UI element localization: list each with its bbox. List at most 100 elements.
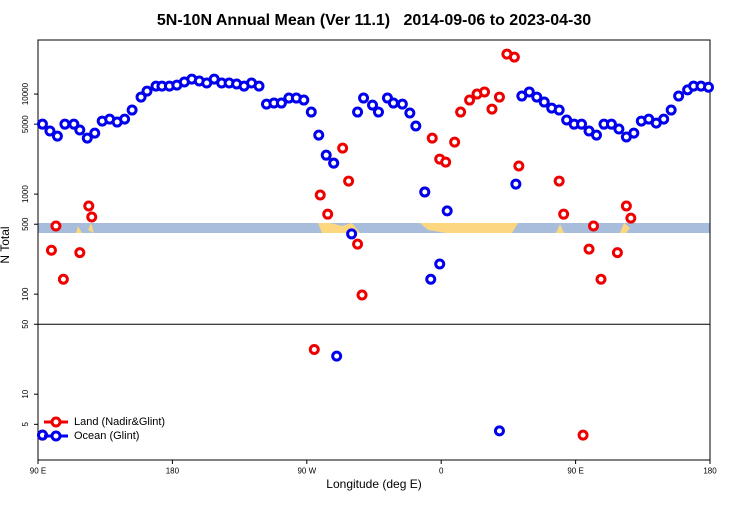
point: [440, 156, 452, 168]
point: [74, 124, 86, 136]
point: [314, 189, 326, 201]
point: [464, 94, 476, 106]
point: [89, 127, 101, 139]
x-tick-label: 90 W: [297, 467, 316, 476]
legend-marker: [50, 430, 62, 442]
point: [625, 212, 637, 224]
y-tick-label: 10000: [21, 82, 30, 105]
chart-title: 5N-10N Annual Mean (Ver 11.1) 2014-09-06…: [157, 12, 591, 29]
point: [44, 125, 56, 137]
point: [305, 106, 317, 118]
legend-label: Ocean (Glint): [74, 430, 139, 442]
point: [558, 208, 570, 220]
point: [45, 244, 57, 256]
point: [479, 86, 491, 98]
point: [510, 178, 522, 190]
point: [538, 96, 550, 108]
point: [426, 132, 438, 144]
point: [419, 186, 431, 198]
y-axis-label: N Total: [0, 226, 12, 263]
point: [591, 129, 603, 141]
point: [553, 175, 565, 187]
point: [703, 81, 715, 93]
point: [83, 200, 95, 212]
x-tick-label: 90 E: [567, 467, 583, 476]
legend-marker: [50, 416, 62, 428]
point: [613, 123, 625, 135]
x-tick-label: 90 E: [30, 467, 46, 476]
point: [356, 289, 368, 301]
point: [441, 205, 453, 217]
point: [628, 127, 640, 139]
point: [337, 142, 349, 154]
point: [68, 118, 80, 130]
point: [583, 243, 595, 255]
point: [86, 211, 98, 223]
point: [553, 104, 565, 116]
point: [673, 90, 685, 102]
x-tick-label: 180: [703, 467, 717, 476]
point: [588, 220, 600, 232]
point: [531, 91, 543, 103]
point: [50, 220, 62, 232]
y-tick-label: 5000: [21, 115, 30, 133]
point: [313, 129, 325, 141]
x-tick-label: 180: [166, 467, 180, 476]
plot-frame: [37, 39, 711, 461]
point: [455, 106, 467, 118]
point: [328, 157, 340, 169]
point: [372, 106, 384, 118]
point: [665, 104, 677, 116]
point: [605, 118, 617, 130]
point: [51, 130, 63, 142]
point: [352, 106, 364, 118]
point: [577, 429, 589, 441]
point: [434, 258, 446, 270]
point: [493, 425, 505, 437]
point: [508, 51, 520, 63]
point: [81, 132, 93, 144]
point: [308, 343, 320, 355]
point: [611, 247, 623, 259]
legend-label: Land (Nadir&Glint): [74, 416, 165, 428]
point: [343, 175, 355, 187]
point: [74, 247, 86, 259]
point: [346, 228, 358, 240]
map-strip: [38, 223, 710, 233]
point: [352, 238, 364, 250]
point: [387, 97, 399, 109]
point: [486, 103, 498, 115]
point: [141, 85, 153, 97]
x-tick-label: 0: [439, 467, 444, 476]
point: [59, 118, 71, 130]
point: [620, 200, 632, 212]
y-tick-label: 1000: [21, 185, 30, 203]
y-tick-label: 5: [21, 422, 30, 427]
point: [449, 136, 461, 148]
point: [36, 118, 48, 130]
point: [576, 118, 588, 130]
point: [320, 149, 332, 161]
point: [253, 80, 265, 92]
point: [119, 113, 131, 125]
y-tick-label: 50: [21, 319, 30, 328]
point: [298, 94, 310, 106]
point: [595, 273, 607, 285]
point: [126, 104, 138, 116]
point: [358, 92, 370, 104]
point: [396, 98, 408, 110]
point: [658, 113, 670, 125]
point: [322, 208, 334, 220]
point: [367, 99, 379, 111]
point: [57, 273, 69, 285]
point: [275, 97, 287, 109]
point: [404, 107, 416, 119]
y-tick-label: 10: [21, 389, 30, 398]
y-tick-label: 500: [21, 217, 30, 231]
point: [425, 273, 437, 285]
point: [410, 120, 422, 132]
y-tick-label: 100: [21, 287, 30, 301]
